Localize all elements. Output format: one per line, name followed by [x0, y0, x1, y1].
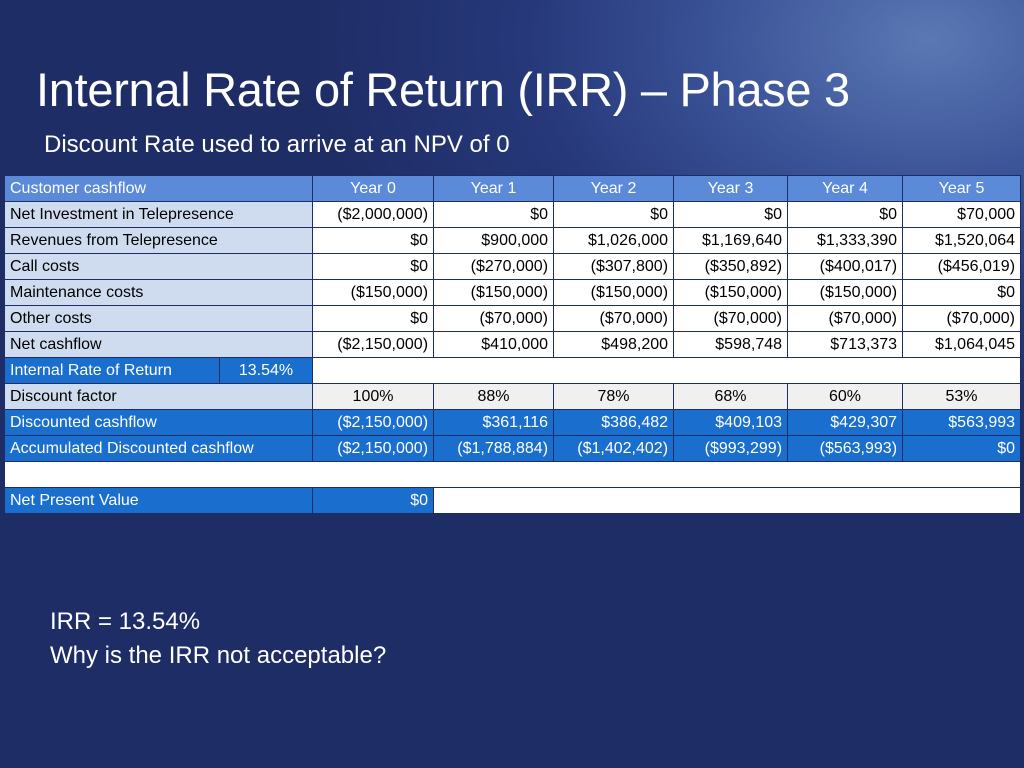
- table-cell: ($2,000,000): [312, 201, 435, 228]
- table-cell: $1,169,640: [673, 227, 789, 254]
- header-cell: Year 0: [312, 175, 435, 202]
- table-cell: ($2,150,000): [312, 435, 435, 462]
- row-label: Discount factor: [3, 383, 314, 410]
- table-cell: $713,373: [787, 331, 904, 358]
- table-cell: $1,333,390: [787, 227, 904, 254]
- row-label: Net cashflow: [3, 331, 314, 358]
- irr-row: Internal Rate of Return 13.54%: [4, 357, 1022, 384]
- slide-title: Internal Rate of Return (IRR) – Phase 3: [36, 63, 850, 116]
- row-label: Net Investment in Telepresence: [3, 201, 314, 228]
- table-cell: $410,000: [433, 331, 555, 358]
- table-cell: ($2,150,000): [312, 409, 435, 436]
- table-cell: $1,064,045: [902, 331, 1022, 358]
- table-cell: $429,307: [787, 409, 904, 436]
- table-row: Revenues from Telepresence $0 $900,000 $…: [3, 227, 1022, 254]
- irr-label: Internal Rate of Return: [4, 357, 220, 384]
- header-cell: Year 2: [553, 175, 675, 202]
- row-label: Discounted cashflow: [3, 409, 314, 436]
- table-cell: $598,748: [673, 331, 789, 358]
- table-cell: $563,993: [902, 409, 1022, 436]
- npv-row: Net Present Value $0: [3, 487, 1022, 514]
- table-cell: ($350,892): [673, 253, 789, 280]
- table-cell: $900,000: [433, 227, 555, 254]
- header-cell: Year 3: [673, 175, 789, 202]
- table-cell: ($400,017): [787, 253, 904, 280]
- header-cell: Customer cashflow: [3, 175, 314, 202]
- table-cell: ($307,800): [553, 253, 675, 280]
- row-label: Accumulated Discounted cashflow: [3, 435, 314, 462]
- irr-conclusion: IRR = 13.54% Why is the IRR not acceptab…: [50, 605, 386, 673]
- row-label: Other costs: [3, 305, 314, 332]
- header-cell: Year 5: [902, 175, 1022, 202]
- empty-cell: [312, 357, 1022, 384]
- table-cell: $0: [902, 435, 1022, 462]
- header-row: Customer cashflow Year 0 Year 1 Year 2 Y…: [3, 175, 1022, 202]
- discount-factor-row: Discount factor 100% 88% 78% 68% 60% 53%: [3, 383, 1022, 410]
- table-cell: ($70,000): [673, 305, 789, 332]
- table-cell: $1,026,000: [553, 227, 675, 254]
- header-cell: Year 4: [787, 175, 904, 202]
- table-cell: 60%: [787, 383, 904, 410]
- table-cell: ($270,000): [433, 253, 555, 280]
- discounted-cashflow-row: Discounted cashflow ($2,150,000) $361,11…: [3, 409, 1022, 436]
- table-cell: $361,116: [433, 409, 555, 436]
- header-cell: Year 1: [433, 175, 555, 202]
- table-cell: ($150,000): [312, 279, 435, 306]
- table-cell: ($993,299): [673, 435, 789, 462]
- table-cell: $0: [312, 227, 435, 254]
- table-cell: ($70,000): [902, 305, 1022, 332]
- table-row: Maintenance costs ($150,000) ($150,000) …: [3, 279, 1022, 306]
- table-cell: $0: [673, 201, 789, 228]
- table-cell: 68%: [673, 383, 789, 410]
- table-cell: 78%: [553, 383, 675, 410]
- table-cell: $386,482: [553, 409, 675, 436]
- slide-subtitle: Discount Rate used to arrive at an NPV o…: [44, 131, 510, 158]
- table-row: Net Investment in Telepresence ($2,000,0…: [3, 201, 1022, 228]
- table-cell: $0: [902, 279, 1022, 306]
- table-cell: ($150,000): [787, 279, 904, 306]
- table-cell: ($1,402,402): [553, 435, 675, 462]
- irr-value: 13.54%: [218, 357, 314, 384]
- table-cell: 88%: [433, 383, 555, 410]
- table-cell: $0: [433, 201, 555, 228]
- table-cell: ($70,000): [433, 305, 555, 332]
- table-cell: $0: [312, 305, 435, 332]
- accumulated-cashflow-row: Accumulated Discounted cashflow ($2,150,…: [3, 435, 1022, 462]
- table-cell: $0: [553, 201, 675, 228]
- irr-result-text: IRR = 13.54%: [50, 608, 201, 635]
- table-cell: ($150,000): [553, 279, 675, 306]
- table-cell: $0: [312, 253, 435, 280]
- npv-label: Net Present Value: [3, 487, 314, 514]
- table-cell: ($70,000): [553, 305, 675, 332]
- row-label: Maintenance costs: [3, 279, 314, 306]
- table-cell: ($1,788,884): [433, 435, 555, 462]
- table-cell: ($563,993): [787, 435, 904, 462]
- table-cell: ($150,000): [673, 279, 789, 306]
- table-cell: ($456,019): [902, 253, 1022, 280]
- table-cell: $0: [787, 201, 904, 228]
- table-cell: ($150,000): [433, 279, 555, 306]
- irr-question-text: Why is the IRR not acceptable?: [50, 642, 387, 669]
- row-label: Call costs: [3, 253, 314, 280]
- table-cell: $70,000: [902, 201, 1022, 228]
- spacer-row: [3, 461, 1022, 488]
- table-cell: $1,520,064: [902, 227, 1022, 254]
- irr-table: Customer cashflow Year 0 Year 1 Year 2 Y…: [3, 175, 1022, 514]
- table-cell: $409,103: [673, 409, 789, 436]
- table-cell: ($70,000): [787, 305, 904, 332]
- table-row: Net cashflow ($2,150,000) $410,000 $498,…: [3, 331, 1022, 358]
- table-cell: 53%: [902, 383, 1022, 410]
- row-label: Revenues from Telepresence: [3, 227, 314, 254]
- table-cell: $498,200: [553, 331, 675, 358]
- table-cell: ($2,150,000): [312, 331, 435, 358]
- table-row: Other costs $0 ($70,000) ($70,000) ($70,…: [3, 305, 1022, 332]
- table-cell: 100%: [312, 383, 435, 410]
- empty-cell: [433, 487, 1022, 514]
- table-row: Call costs $0 ($270,000) ($307,800) ($35…: [3, 253, 1022, 280]
- empty-cell: [3, 461, 1022, 488]
- npv-value: $0: [312, 487, 435, 514]
